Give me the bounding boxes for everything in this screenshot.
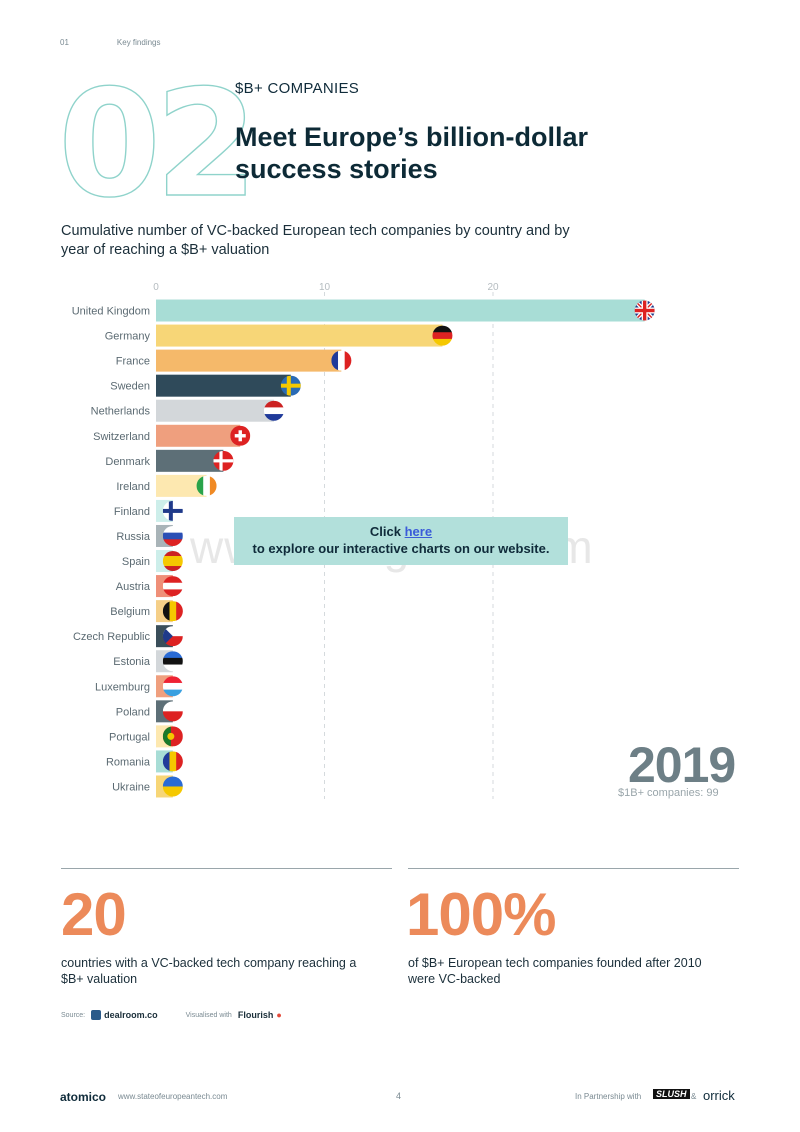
chart-year: 2019 (628, 737, 736, 793)
flourish-text: Flourish (237, 1010, 274, 1020)
bar-united-kingdom (156, 299, 645, 322)
bar-netherlands (156, 399, 274, 422)
ireland-flag-icon (196, 475, 217, 496)
category-label: Finland (114, 506, 150, 518)
source-label: Source: (61, 1011, 86, 1019)
here-link[interactable]: here (404, 524, 433, 539)
category-label: Spain (122, 556, 150, 568)
page-number: 4 (396, 1091, 402, 1101)
portugal-flag-icon (162, 726, 183, 747)
stat-number-vc-backed: 100% (406, 881, 556, 948)
divider-left (61, 868, 392, 869)
footer: atomico www.stateofeuropeantech.com 4 In… (0, 1088, 800, 1108)
top-nav: 01 Key findings (60, 38, 161, 47)
x-tick-label: 10 (319, 282, 331, 293)
partner-label: In Partnership with (575, 1092, 642, 1101)
uk-flag-icon (634, 300, 655, 321)
estonia-flag-icon (162, 651, 183, 672)
orrick-logo: orrick (703, 1088, 735, 1103)
category-label: Estonia (113, 656, 151, 668)
section-title: Key findings (116, 38, 161, 47)
bar-chart: 0 10 20 United Kingdom Germany France Sweden Ne… (72, 282, 655, 799)
stat-number-countries: 20 (61, 881, 127, 948)
chart-total: $1B+ companies: 99 (618, 787, 719, 799)
ukraine-flag-icon (162, 776, 183, 797)
section-number: 01 (60, 38, 69, 47)
eyebrow: $B+ COMPANIES (235, 80, 360, 97)
france-flag-icon (331, 350, 352, 371)
source-row: Source: dealroom.co Visualised with Flou… (61, 1010, 282, 1020)
switzerland-flag-icon (230, 425, 251, 446)
bar-denmark (156, 449, 224, 472)
category-label: Germany (105, 331, 151, 343)
bar-ireland (156, 474, 207, 497)
category-label: Russia (116, 531, 151, 543)
flourish-dot-icon: ● (276, 1010, 282, 1020)
denmark-flag-icon (213, 450, 234, 471)
austria-flag-icon (162, 576, 183, 597)
x-tick-label: 20 (487, 282, 499, 293)
visualised-label: Visualised with (185, 1011, 232, 1019)
footer-url[interactable]: www.stateofeuropeantech.com (118, 1092, 228, 1101)
stat-desc-vc-backed: of $B+ European tech companies founded a… (408, 956, 702, 987)
category-label: Belgium (110, 606, 150, 618)
category-label: Sweden (110, 381, 150, 393)
category-label: Denmark (105, 456, 150, 468)
bar-germany (156, 324, 443, 347)
bar-sweden (156, 374, 291, 397)
category-label: France (116, 356, 150, 368)
romania-flag-icon (162, 751, 183, 772)
category-label: Poland (116, 706, 150, 718)
x-tick-label: 0 (153, 282, 159, 293)
category-label: Czech Republic (73, 631, 151, 643)
dealroom-icon (91, 1010, 102, 1020)
poland-flag-icon (162, 701, 183, 722)
category-label: Netherlands (91, 406, 151, 418)
category-label: Romania (106, 756, 151, 768)
sweden-flag-icon (280, 375, 301, 396)
category-label: Switzerland (93, 431, 150, 443)
luxemburg-flag-icon (162, 676, 183, 697)
hero-number: 02 (57, 58, 258, 230)
atomico-logo: atomico (60, 1090, 107, 1104)
category-label: Austria (116, 581, 151, 593)
banner-suffix: to explore our interactive charts on our… (252, 540, 550, 556)
partner-amp: & (691, 1092, 697, 1101)
category-label: Ireland (116, 481, 150, 493)
bar-france (156, 349, 342, 372)
czech-flag-icon (162, 626, 183, 647)
dealroom-text: dealroom.co (104, 1010, 158, 1020)
category-label: United Kingdom (72, 306, 150, 318)
divider-right (408, 868, 739, 869)
spain-flag-icon (162, 551, 183, 572)
germany-flag-icon (432, 325, 453, 346)
stat-desc-countries: countries with a VC-backed tech company … (61, 956, 357, 987)
dealroom-logo: dealroom.co (91, 1010, 158, 1020)
category-label: Luxemburg (95, 681, 150, 693)
flourish-logo: Flourish ● (238, 1010, 282, 1020)
interactive-charts-banner: Click here to explore our interactive ch… (234, 517, 568, 565)
category-label: Ukraine (112, 781, 150, 793)
bar-switzerland (156, 424, 241, 447)
banner-prefix: Click (369, 524, 405, 539)
chart-subtitle: Cumulative number of VC-backed European … (61, 223, 570, 258)
belgium-flag-icon (162, 601, 183, 622)
category-label: Portugal (109, 731, 150, 743)
russia-flag-icon (162, 525, 183, 546)
slush-logo: SLUSH (653, 1089, 690, 1099)
page-title: Meet Europe’s billion-dollar success sto… (235, 122, 589, 184)
netherlands-flag-icon (263, 400, 284, 421)
finland-flag-icon (162, 500, 183, 521)
